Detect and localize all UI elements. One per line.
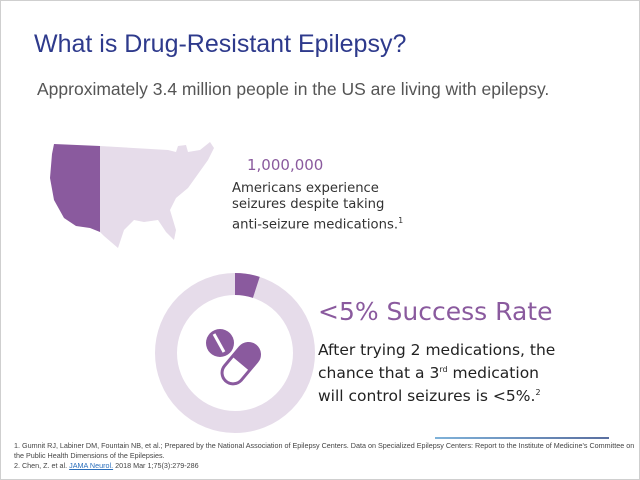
footnote-ref: 1 xyxy=(398,216,404,225)
success-rate-description: After trying 2 medications, the chance t… xyxy=(318,340,555,406)
slide-title: What is Drug-Resistant Epilepsy? xyxy=(34,30,407,58)
desc-line: Americans experience xyxy=(232,181,379,196)
us-map-icon xyxy=(50,142,214,248)
desc-line: will control seizures is <5%. xyxy=(318,387,536,406)
desc-line: anti-seizure medications. xyxy=(232,217,399,233)
journal-link[interactable]: JAMA Neurol. xyxy=(69,461,114,470)
footnote-1: 1. Gumnit RJ, Labiner DM, Fountain NB, e… xyxy=(14,441,635,460)
desc-line: medication xyxy=(447,364,540,383)
desc-line: chance that a 3 xyxy=(318,364,440,383)
stat-affected-description: Americans experience seizures despite ta… xyxy=(232,181,403,233)
pills-icon xyxy=(206,329,261,386)
footnote-divider xyxy=(435,437,609,439)
success-rate-heading: <5% Success Rate xyxy=(318,297,553,326)
desc-line: After trying 2 medications, the xyxy=(318,341,556,359)
footnotes: 1. Gumnit RJ, Labiner DM, Fountain NB, e… xyxy=(14,441,640,471)
slide-subtitle: Approximately 3.4 million people in the … xyxy=(37,79,550,99)
stat-affected-count: 1,000,000 xyxy=(247,156,324,174)
success-rate-donut xyxy=(155,273,315,433)
footnote-2: 2. Chen, Z. et al. xyxy=(14,461,70,470)
ordinal-suffix: rd xyxy=(439,365,448,374)
footnote-2-citation: 2018 Mar 1;75(3):279-286 xyxy=(113,461,199,470)
footnote-ref: 2 xyxy=(535,388,541,398)
donut-segment xyxy=(234,273,260,298)
desc-line: seizures despite taking xyxy=(232,197,385,212)
